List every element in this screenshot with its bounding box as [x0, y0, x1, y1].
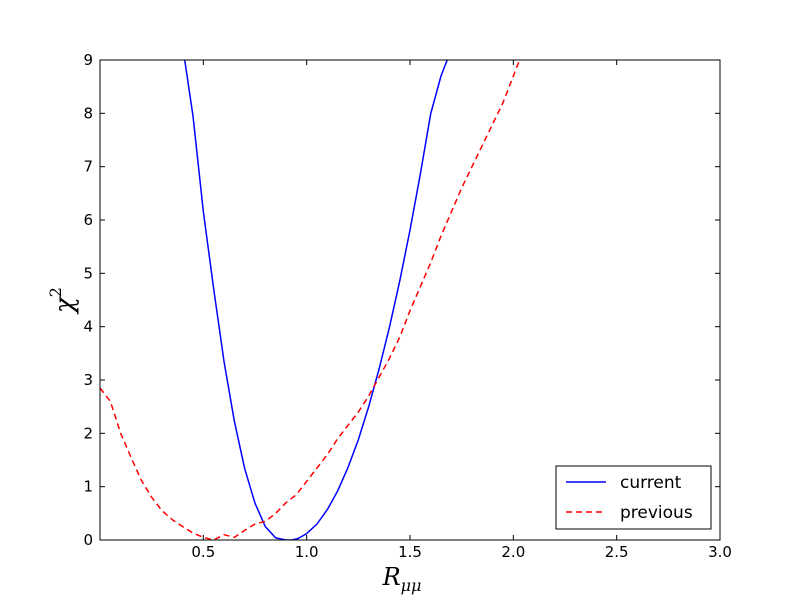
- y-axis-ticks: 0 1 2 3 4 5 6 7 8 9: [83, 51, 720, 549]
- x-tick-label: 2.5: [605, 543, 629, 561]
- y-axis-label-main: χ: [50, 295, 80, 315]
- y-axis-label: χ2: [46, 287, 80, 315]
- x-tick-label: 3.0: [708, 543, 732, 561]
- legend: current previous: [555, 465, 712, 530]
- x-axis-ticks: 0.5 1.0 1.5 2.0 2.5 3.0: [191, 60, 732, 561]
- y-tick-label: 4: [83, 318, 93, 336]
- legend-label-previous: previous: [620, 503, 693, 523]
- y-tick-label: 1: [83, 478, 93, 496]
- x-tick-label: 2.0: [501, 543, 525, 561]
- x-axis-label-subscript: μμ: [401, 576, 422, 595]
- y-axis-label-superscript: 2: [46, 287, 65, 297]
- x-tick-label: 1.5: [398, 543, 422, 561]
- series-line-previous: [100, 60, 521, 540]
- y-tick-label: 8: [83, 104, 93, 122]
- y-tick-label: 6: [83, 211, 93, 229]
- y-tick-label: 9: [83, 51, 93, 69]
- y-tick-label: 0: [83, 531, 93, 549]
- plot-area: [100, 60, 720, 540]
- x-axis-label-main: R: [382, 563, 401, 591]
- series-line-current: [183, 60, 448, 540]
- x-axis-label: Rμμ: [382, 563, 422, 595]
- legend-label-current: current: [620, 473, 682, 493]
- y-tick-label: 5: [83, 264, 93, 282]
- series-layer: [100, 60, 521, 540]
- legend-box: [555, 465, 712, 530]
- y-tick-label: 2: [83, 424, 93, 442]
- y-tick-label: 3: [83, 371, 93, 389]
- y-tick-label: 7: [83, 158, 93, 176]
- x-tick-label: 0.5: [191, 543, 215, 561]
- x-tick-label: 1.0: [295, 543, 319, 561]
